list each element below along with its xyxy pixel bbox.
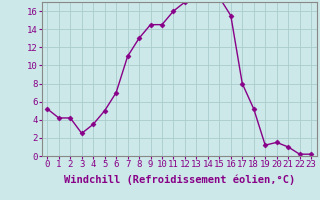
X-axis label: Windchill (Refroidissement éolien,°C): Windchill (Refroidissement éolien,°C) — [64, 175, 295, 185]
